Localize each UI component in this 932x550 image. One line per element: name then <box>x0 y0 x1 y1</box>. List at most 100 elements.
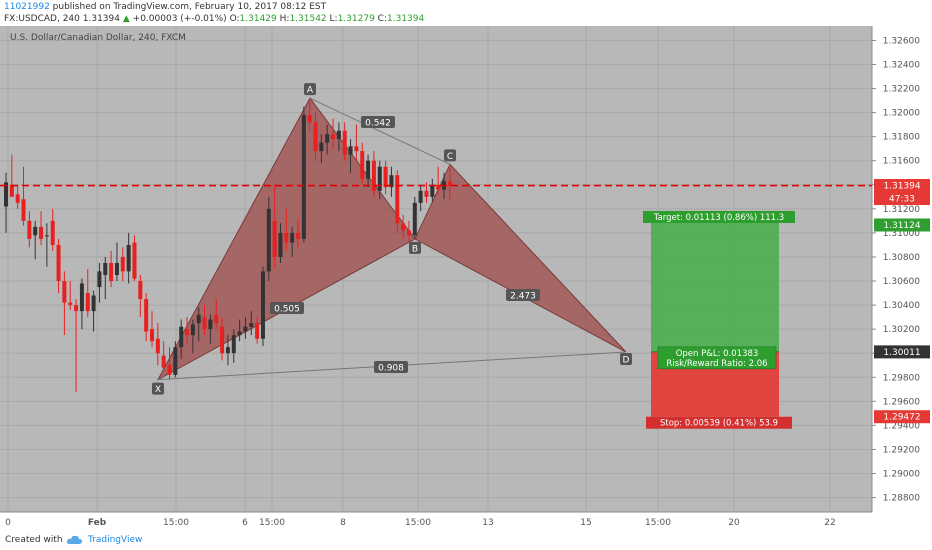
candle-bear <box>401 223 406 231</box>
price-tick-label: 1.29000 <box>883 470 920 480</box>
publish-text: published on TradingView.com, February 1… <box>49 2 327 12</box>
point-label-a: A <box>307 86 314 96</box>
long-position-tool[interactable]: Target: 0.01113 (0.86%) 111.3 Stop: 0.005… <box>643 210 795 429</box>
publish-line: 11021992 published on TradingView.com, F… <box>4 1 326 13</box>
price-tick-label: 1.31800 <box>883 133 920 143</box>
candle-bear <box>68 302 73 306</box>
price-tick-label: 1.29200 <box>883 445 920 455</box>
candle-bull <box>336 130 341 140</box>
time-tick-label: 8 <box>340 518 346 528</box>
ratio-badge <box>361 116 395 128</box>
low-label: L: <box>329 14 338 24</box>
candle-bull <box>179 326 184 348</box>
candle-bear <box>436 184 441 190</box>
candle-bear <box>296 232 300 239</box>
symbol-label[interactable]: FX:USDCAD, 240 <box>4 14 80 24</box>
candle-bull <box>126 244 131 272</box>
current-price-badge <box>874 179 930 193</box>
candle-bull <box>260 271 265 339</box>
price-tick-label: 1.31600 <box>883 157 920 167</box>
candle-bear <box>74 305 79 312</box>
high-value: 1.31542 <box>289 14 327 24</box>
candle-bull <box>114 262 119 276</box>
price-tick-label: 1.31000 <box>883 229 920 239</box>
candle-bear <box>138 281 143 300</box>
candle-bull <box>243 326 248 332</box>
point-badge-c <box>444 149 456 162</box>
entry-price-badge-text: 1.30011 <box>883 348 920 358</box>
candle-bear <box>354 146 359 152</box>
stop-price-badge-text: 1.29472 <box>883 413 920 423</box>
candle-bear <box>255 323 260 339</box>
candle-bull <box>33 226 38 236</box>
pattern-labels: X A B C D 0.505 0.542 2.473 0.908 <box>152 83 632 395</box>
candle-bear <box>56 244 61 282</box>
candle-bear <box>272 220 277 257</box>
candle-bear <box>109 262 114 282</box>
ratio-badge <box>506 289 540 301</box>
candle-bull <box>196 314 201 324</box>
point-label-b: B <box>412 244 418 254</box>
time-tick-label: Feb <box>88 518 107 528</box>
open-pl-label: Open P&L: 0.01383 <box>676 349 759 359</box>
candle-bull <box>225 347 230 354</box>
time-tick-label: 13 <box>482 518 493 528</box>
candle-bear <box>424 190 429 197</box>
candle-bear <box>27 220 32 239</box>
candle-bear <box>132 242 137 279</box>
countdown-badge-text: 47:33 <box>889 195 915 205</box>
candle-bear <box>120 256 125 272</box>
price-tick-label: 1.32000 <box>883 109 920 119</box>
price-tick-label: 1.29400 <box>883 421 920 431</box>
target-price-badge <box>874 218 930 232</box>
candle-bull <box>173 347 178 375</box>
price-change: +0.00003 (+-0.01%) <box>132 14 227 24</box>
candle-bear <box>144 299 149 332</box>
countdown-badge <box>874 192 930 206</box>
candle-bull <box>319 142 324 152</box>
candle-bull <box>430 184 435 197</box>
time-axis-ticks: 0 Feb 15:00 6 15:00 8 15:00 13 15 15:00 20 22 <box>5 518 836 528</box>
candle-bull <box>278 232 283 257</box>
price-chart[interactable]: 1.32600 1.32400 1.32200 1.32000 1.31800 1.316… <box>0 26 932 530</box>
candle-bear <box>331 134 336 140</box>
time-tick-label: 15:00 <box>645 518 671 528</box>
candle-bull <box>79 283 84 312</box>
time-tick-label: 0 <box>5 518 11 528</box>
time-tick-label: 15 <box>580 518 591 528</box>
stop-label-box <box>646 416 792 429</box>
candle-bull <box>418 190 423 203</box>
tradingview-link[interactable]: TradingView <box>88 535 143 545</box>
time-axis-panel[interactable] <box>0 512 872 530</box>
ratio-label: 0.908 <box>378 364 404 374</box>
price-tick-label: 1.30200 <box>883 325 920 335</box>
candle-bear <box>214 314 219 324</box>
tradingview-cloud-icon <box>66 535 83 544</box>
ratio-label: 0.542 <box>365 119 391 129</box>
open-value: 1.31429 <box>239 14 277 24</box>
author-link[interactable]: 11021992 <box>4 2 50 12</box>
candle-bull <box>301 115 306 239</box>
time-tick-label: 20 <box>728 518 740 528</box>
candle-bull <box>377 166 382 191</box>
ratio-label: 2.473 <box>510 292 536 302</box>
price-tick-label: 1.32600 <box>883 36 920 46</box>
candle-bull <box>249 323 254 327</box>
candle-bull <box>237 331 242 336</box>
close-value: 1.31394 <box>387 14 425 24</box>
time-tick-label: 15:00 <box>163 518 189 528</box>
chart-header: 11021992 published on TradingView.com, F… <box>0 0 932 26</box>
candle-bull <box>325 134 330 143</box>
price-tick-label: 1.32200 <box>883 85 920 95</box>
target-zone <box>651 217 779 352</box>
instrument-label: U.S. Dollar/Canadian Dollar, 240, FXCM <box>10 33 186 43</box>
price-tick-label: 1.30800 <box>883 253 920 263</box>
candle-bull <box>231 335 236 354</box>
point-badge-b <box>409 241 421 254</box>
ratio-line-ac <box>309 97 451 165</box>
stop-price-badge <box>874 410 930 424</box>
point-label-c: C <box>447 152 453 162</box>
pl-label-box <box>657 346 777 370</box>
price-axis-panel[interactable] <box>872 26 932 530</box>
point-label-x: X <box>155 385 161 395</box>
